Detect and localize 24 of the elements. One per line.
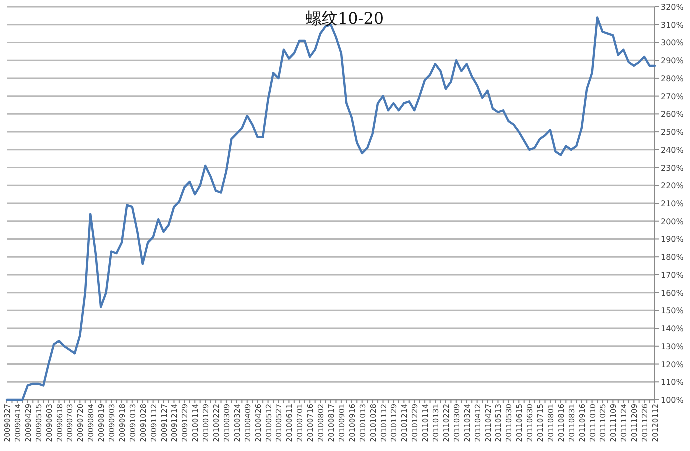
y-tick-label: 240% [661, 146, 684, 155]
y-tick-label: 220% [661, 182, 684, 191]
y-tick-label: 110% [661, 378, 684, 388]
y-tick-label: 320% [661, 3, 684, 12]
y-tick-label: 130% [661, 342, 684, 352]
y-tick-label: 300% [661, 38, 684, 48]
y-tick-label: 290% [661, 56, 684, 66]
y-tick-label: 170% [661, 270, 684, 280]
y-tick-label: 100% [661, 396, 684, 405]
y-tick-label: 270% [661, 92, 684, 102]
y-tick-label: 260% [661, 110, 684, 120]
y-tick-label: 230% [661, 164, 684, 173]
y-tick-label: 250% [661, 128, 684, 138]
chart-title: 螺纹10-20 [306, 9, 384, 28]
y-tick-label: 140% [661, 324, 684, 334]
y-tick-label: 200% [661, 217, 684, 226]
y-tick-label: 160% [661, 288, 684, 298]
y-tick-label: 280% [661, 74, 684, 84]
y-tick-label: 210% [661, 200, 684, 208]
y-tick-label: 120% [661, 360, 684, 370]
y-tick-label: 190% [661, 235, 684, 244]
y-tick-label: 180% [661, 253, 684, 262]
y-tick-label: 310% [661, 20, 684, 30]
y-tick-label: 150% [661, 306, 684, 316]
